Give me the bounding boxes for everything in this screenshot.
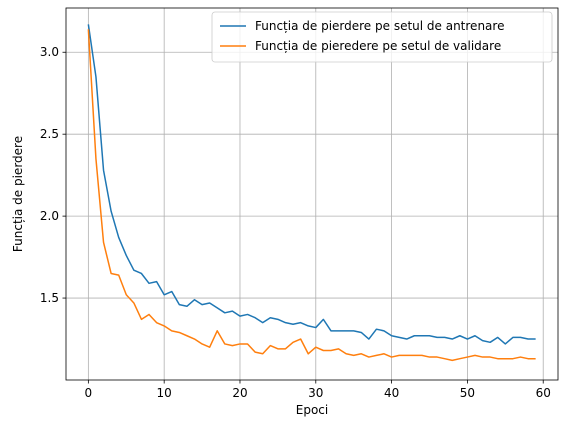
series-lines bbox=[87, 24, 536, 362]
y-tick-label: 1.5 bbox=[40, 291, 59, 305]
y-tick-label: 2.0 bbox=[40, 209, 59, 223]
plot-frame bbox=[65, 7, 559, 381]
x-tick-label: 10 bbox=[157, 386, 172, 400]
y-tick-label: 2.5 bbox=[40, 127, 59, 141]
series-line-validation bbox=[87, 29, 536, 362]
grid bbox=[66, 8, 558, 380]
axis-ticks: 0 10 20 30 40 50 60 1.5 2.0 2.5 3.0 bbox=[40, 45, 551, 400]
x-tick-label: 0 bbox=[85, 386, 93, 400]
x-tick-label: 30 bbox=[308, 386, 323, 400]
x-tick-label: 20 bbox=[232, 386, 247, 400]
x-axis-label: Epoci bbox=[296, 403, 328, 417]
y-tick-label: 3.0 bbox=[40, 45, 59, 59]
legend-box bbox=[211, 11, 553, 63]
legend: Funcția de pierdere pe setul de antrenar… bbox=[211, 11, 553, 63]
legend-label: Funcția de pierdere pe setul de antrenar… bbox=[255, 19, 504, 33]
legend-label: Funcția de pieredere pe setul de validar… bbox=[255, 39, 501, 53]
y-axis-label: Funcția de pierdere bbox=[11, 136, 25, 252]
x-tick-label: 40 bbox=[384, 386, 399, 400]
x-tick-label: 60 bbox=[536, 386, 551, 400]
series-line-training bbox=[87, 24, 536, 345]
x-tick-label: 50 bbox=[460, 386, 475, 400]
